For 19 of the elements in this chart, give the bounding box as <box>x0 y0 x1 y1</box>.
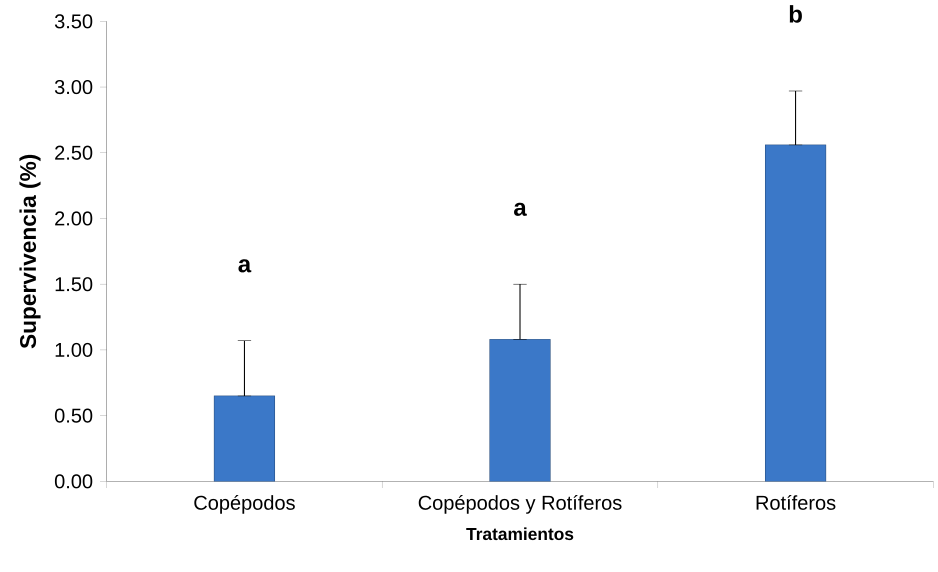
x-tick-label: Copépodos y Rotíferos <box>418 494 622 514</box>
bar <box>489 339 551 482</box>
annotation: a <box>238 259 252 272</box>
y-tick-label: 0.00 <box>54 474 92 488</box>
y-tick-label: 2.00 <box>55 211 92 226</box>
y-tick-label: 0.50 <box>54 408 92 423</box>
y-axis-title: Supervivencia (%) <box>19 154 41 348</box>
x-axis-title: Tratamientos <box>466 527 574 540</box>
bar <box>214 396 276 482</box>
y-tick-label: 2.50 <box>55 146 92 160</box>
y-tick-label: 3.50 <box>54 14 92 28</box>
bar <box>764 144 826 482</box>
y-tick-label: 1.00 <box>56 342 92 357</box>
annotation: b <box>790 5 802 23</box>
annotation: a <box>514 202 527 216</box>
y-tick-label: 3.00 <box>54 80 92 94</box>
x-tick-label: Rotíferos <box>756 494 836 510</box>
x-tick-label: Copépodos <box>194 494 295 514</box>
y-tick-label: 1.50 <box>56 277 92 292</box>
